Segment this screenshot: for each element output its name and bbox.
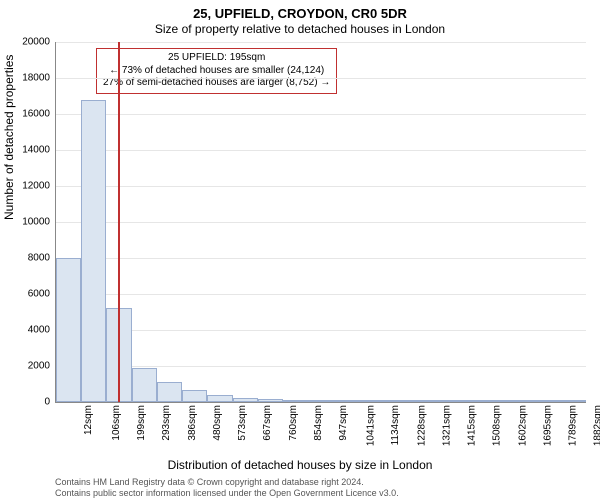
y-tick-label: 6000 [0,289,50,300]
chart-container: 25, UPFIELD, CROYDON, CR0 5DR Size of pr… [0,0,600,500]
y-tick-label: 16000 [0,109,50,120]
y-tick-label: 18000 [0,73,50,84]
gridline [56,78,586,79]
x-axis-label: Distribution of detached houses by size … [0,458,600,472]
y-tick-label: 8000 [0,253,50,264]
x-tick-label: 1321sqm [442,405,453,446]
y-tick-label: 12000 [0,181,50,192]
x-tick-label: 1041sqm [366,405,377,446]
x-tick-label: 199sqm [136,405,147,441]
plot-area: 25 UPFIELD: 195sqm ← 73% of detached hou… [55,42,586,403]
x-tick-label: 1228sqm [416,405,427,446]
x-tick-label: 667sqm [262,405,273,441]
histogram-bar [56,258,81,402]
y-tick-label: 0 [0,397,50,408]
x-tick-label: 573sqm [237,405,248,441]
histogram-bar [384,400,409,402]
histogram-bar [283,400,308,402]
histogram-bar [409,400,434,402]
x-tick-label: 854sqm [313,405,324,441]
histogram-bar [132,368,157,402]
histogram-bar [359,400,384,402]
chart-title-main: 25, UPFIELD, CROYDON, CR0 5DR [0,6,600,21]
x-tick-label: 1508sqm [492,405,503,446]
gridline [56,222,586,223]
x-tick-label: 1602sqm [517,405,528,446]
y-tick-label: 14000 [0,145,50,156]
histogram-bar [157,382,182,402]
x-tick-label: 386sqm [186,405,197,441]
gridline [56,258,586,259]
histogram-bar [561,400,586,402]
marker-annotation: 25 UPFIELD: 195sqm ← 73% of detached hou… [96,48,337,94]
x-tick-label: 106sqm [111,405,122,441]
chart-title-sub: Size of property relative to detached ho… [0,22,600,36]
histogram-bar [510,400,535,402]
histogram-bar [233,398,258,403]
x-tick-label: 480sqm [212,405,223,441]
y-tick-label: 20000 [0,37,50,48]
annotation-line-1: 25 UPFIELD: 195sqm [103,52,330,65]
histogram-bar [258,399,283,402]
x-tick-label: 760sqm [287,405,298,441]
histogram-bar [81,100,106,402]
x-tick-label: 1789sqm [568,405,579,446]
histogram-bar [435,400,460,402]
y-tick-label: 10000 [0,217,50,228]
gridline [56,186,586,187]
y-tick-label: 4000 [0,325,50,336]
footer-line-2: Contains public sector information licen… [55,488,585,498]
histogram-bar [485,400,510,402]
x-tick-label: 293sqm [161,405,172,441]
gridline [56,294,586,295]
x-tick-label: 12sqm [83,405,94,435]
marker-line [118,42,120,402]
gridline [56,42,586,43]
gridline [56,330,586,331]
histogram-bar [207,395,232,402]
x-tick-label: 1695sqm [542,405,553,446]
histogram-bar [460,400,485,402]
histogram-bar [334,400,359,402]
gridline [56,114,586,115]
histogram-bar [182,390,207,402]
x-tick-label: 947sqm [338,405,349,441]
annotation-line-2: ← 73% of detached houses are smaller (24… [103,65,330,78]
y-tick-label: 2000 [0,361,50,372]
footer-line-1: Contains HM Land Registry data © Crown c… [55,477,585,487]
x-tick-label: 1134sqm [391,405,402,445]
gridline [56,150,586,151]
histogram-bar [536,400,561,402]
x-tick-label: 1882sqm [593,405,600,446]
x-tick-label: 1415sqm [467,405,478,446]
footer: Contains HM Land Registry data © Crown c… [55,477,585,498]
histogram-bar [308,400,333,402]
